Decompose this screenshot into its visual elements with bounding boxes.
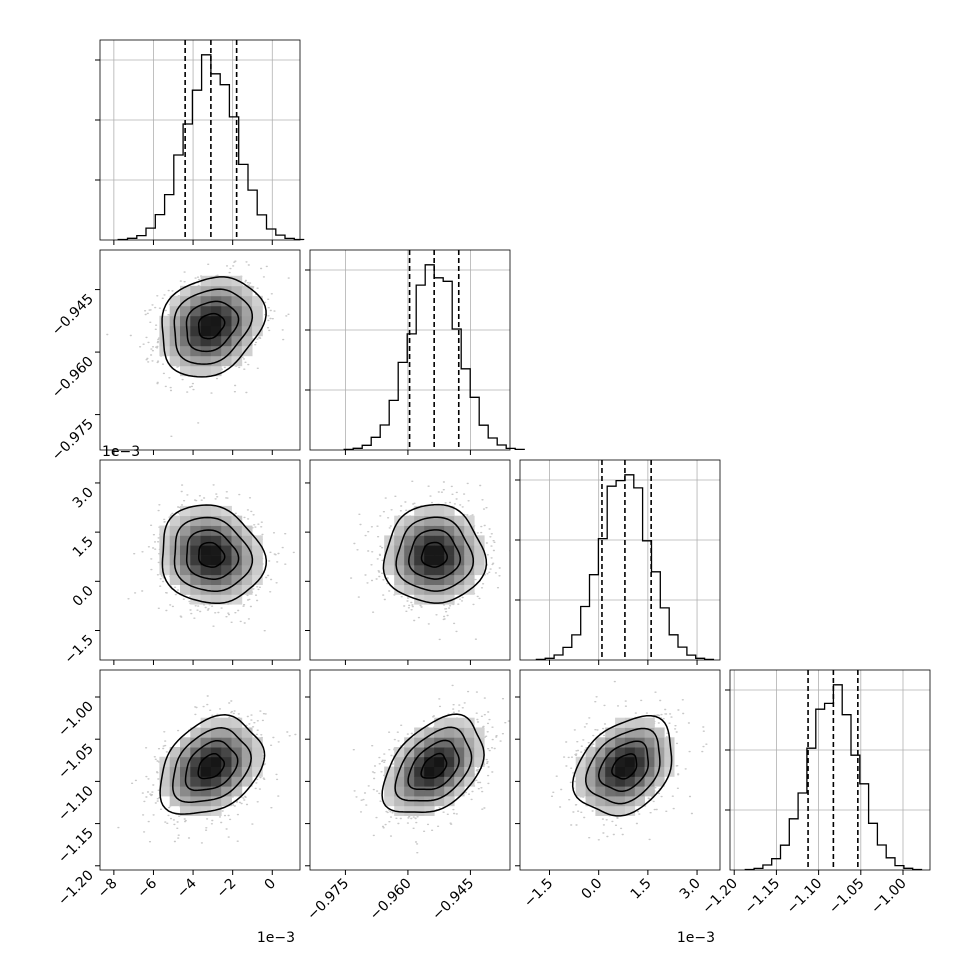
panel-frame: [99, 459, 301, 661]
panel-frame: [99, 249, 301, 451]
contour-lines: [161, 504, 268, 605]
panel-frame: [729, 669, 931, 871]
panel-frame: [99, 669, 301, 871]
x-tick-label: −1.15: [742, 876, 784, 918]
contour-lines: [382, 503, 488, 604]
panel-2-1: [309, 459, 511, 661]
x-tick-label: −0.945: [429, 876, 477, 924]
panel-3-2: [519, 669, 721, 871]
y-tick-label: −1.5: [61, 632, 96, 667]
y-tick-label: 3.0: [70, 484, 97, 511]
x-tick-label: −6: [134, 875, 160, 901]
x-tick-label: −4: [174, 875, 200, 901]
x-tick-label: −0.960: [367, 876, 415, 924]
y-tick-label: −0.975: [49, 416, 97, 464]
contour-lines: [381, 713, 485, 813]
y-tick-label: −1.00: [55, 699, 97, 741]
x-tick-label: 0.0: [578, 876, 605, 903]
x-tick-label: 1.5: [628, 876, 655, 903]
contour-lines: [159, 714, 266, 815]
x-tick-label: −2: [214, 876, 240, 902]
panel-frame: [519, 459, 721, 661]
histogram-0: [95, 39, 305, 241]
x-tick-label: −8: [95, 876, 121, 902]
y-tick-label: −1.20: [55, 867, 97, 909]
y-tick-label: 0.0: [70, 583, 97, 610]
grid-lines: [730, 670, 930, 870]
y-offset-label: 1e−3: [102, 444, 140, 460]
panel-3-1: [309, 669, 511, 871]
x-tick-label: −1.10: [784, 876, 826, 918]
density-shading: [159, 717, 263, 816]
x-tick-label: 3.0: [677, 876, 704, 903]
histogram-steps: [343, 264, 525, 451]
contour-lines: [161, 276, 267, 378]
histogram-3: [725, 669, 931, 871]
grid-lines: [520, 460, 720, 660]
y-tick-label: −1.05: [55, 741, 97, 783]
y-tick-label: 1.5: [70, 534, 97, 561]
x-offset-label: 1e−3: [257, 930, 295, 946]
y-tick-label: −1.15: [55, 825, 97, 867]
x-tick-label: −1.20: [699, 876, 741, 918]
y-tick-label: −0.945: [49, 291, 97, 339]
x-tick-label: −0.975: [304, 876, 352, 924]
panel-frame: [309, 249, 511, 451]
panel-frame: [309, 669, 511, 871]
panel-frame: [309, 459, 511, 661]
panel-frame: [99, 39, 301, 241]
panel-3-0: [99, 669, 301, 871]
x-offset-label: 1e−3: [677, 930, 715, 946]
panel-frame: [519, 669, 721, 871]
panel-2-0: [99, 459, 301, 661]
x-tick-label: −1.5: [521, 876, 556, 911]
histogram-2: [515, 459, 721, 661]
x-tick-label: −1.00: [868, 876, 910, 918]
panel-1-0: [99, 249, 301, 451]
y-tick-label: −0.960: [49, 354, 97, 402]
grid-lines: [100, 40, 300, 240]
histogram-1: [305, 249, 525, 451]
x-tick-label: 0: [261, 876, 279, 894]
x-tick-label: −1.05: [826, 876, 868, 918]
y-tick-label: −1.10: [55, 783, 97, 825]
contour-lines: [571, 714, 673, 817]
